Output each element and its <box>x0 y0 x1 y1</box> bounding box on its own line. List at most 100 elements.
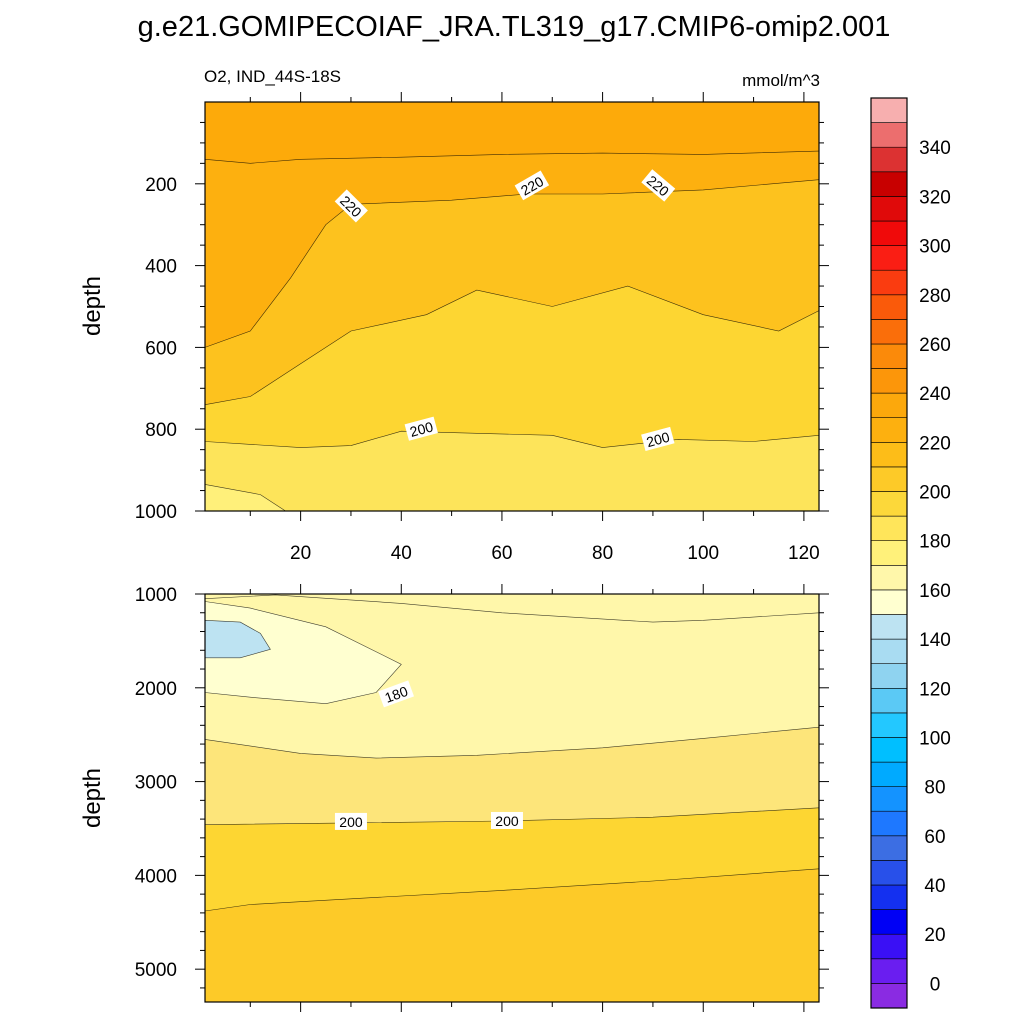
y-tick-label: 400 <box>145 257 177 278</box>
contour-label-text: 200 <box>645 429 672 451</box>
x-tick-label: 20 <box>290 543 311 564</box>
colorbar-tick-label: 320 <box>919 187 951 208</box>
colorbar-box <box>870 860 908 886</box>
colorbar-box <box>870 835 908 861</box>
colorbar-box <box>870 196 908 222</box>
contour-line-190 <box>204 484 286 512</box>
colorbar-box <box>870 712 908 738</box>
contour-label: 200 <box>334 812 367 830</box>
chart-title: g.e21.GOMIPECOIAF_JRA.TL319_g17.CMIP6-om… <box>138 11 891 43</box>
colorbar-tick-label: 140 <box>919 630 951 651</box>
colorbar-box <box>870 294 908 320</box>
contour-line-210 <box>204 285 820 405</box>
band-top-190 <box>205 594 819 623</box>
colorbar: 0 20 40 60 80 100 120 140 160 180 200 220 240 260 280 3… <box>870 97 951 1009</box>
colorbar-box <box>870 540 908 566</box>
x-tick-label: 60 <box>491 543 512 564</box>
colorbar-tick-label: 40 <box>924 876 945 897</box>
colorbar-box <box>870 515 908 541</box>
band-190-180 <box>205 594 819 759</box>
colorbar-tick-label: 300 <box>919 237 951 258</box>
y-tick-label: 800 <box>145 420 177 441</box>
colorbar-tick-label: 340 <box>919 138 951 159</box>
colorbar-box <box>870 392 908 419</box>
subtitle-right: mmol/m^3 <box>742 71 820 90</box>
band-below-170 <box>205 620 271 658</box>
colorbar-box <box>870 983 908 1009</box>
y-tick-label: 600 <box>145 338 177 359</box>
colorbar-box <box>870 564 908 591</box>
colorbar-box <box>870 786 908 812</box>
y-tick-label: 4000 <box>135 866 177 887</box>
colorbar-box <box>870 319 908 345</box>
contour-label: 180 <box>378 680 415 708</box>
colorbar-box <box>870 466 908 492</box>
colorbar-box <box>870 220 908 246</box>
colorbar-box <box>870 638 908 664</box>
colorbar-box <box>870 368 908 394</box>
contour-label-text: 200 <box>339 814 363 830</box>
band-180-170 <box>205 601 402 704</box>
colorbar-box <box>870 441 908 468</box>
subtitle-left: O2, IND_44S-18S <box>204 67 341 86</box>
contour-label: 200 <box>490 811 523 829</box>
lower-panel: 180 200 200 1000 2000 3000 4000 5000 depth <box>79 584 829 1012</box>
colorbar-box <box>870 417 908 443</box>
colorbar-tick-label: 260 <box>919 335 951 356</box>
colorbar-box <box>870 614 908 640</box>
y-tick-label: 3000 <box>135 773 177 794</box>
colorbar-frame <box>870 97 908 1009</box>
colorbar-tick-label: 220 <box>919 433 951 454</box>
x-tick-label: 80 <box>592 543 613 564</box>
y-tick-label: 1000 <box>135 585 177 606</box>
colorbar-box <box>870 146 908 173</box>
colorbar-tick-label: 80 <box>924 778 945 799</box>
colorbar-box <box>870 97 908 123</box>
colorbar-box <box>870 589 908 615</box>
lower-panel-frame <box>204 593 820 1003</box>
contour-line-190 <box>204 726 820 759</box>
contour-label-text: 200 <box>408 418 435 440</box>
band-above-230 <box>205 102 819 164</box>
colorbar-box <box>870 245 908 271</box>
colorbar-tick-label: 180 <box>919 532 951 553</box>
colorbar-box <box>870 909 908 935</box>
colorbar-box <box>870 737 908 763</box>
band-230-220 <box>205 102 819 348</box>
colorbar-tick-label: 240 <box>919 384 951 405</box>
contour-label-text: 180 <box>383 683 411 706</box>
x-tick-label: 120 <box>788 543 820 564</box>
x-tick-label: 100 <box>687 543 719 564</box>
colorbar-tick-label: 100 <box>919 729 951 750</box>
contour-line-190 <box>204 594 820 623</box>
colorbar-box <box>870 491 908 517</box>
colorbar-box <box>870 122 908 148</box>
lower-y-axis-label: depth <box>79 768 106 828</box>
colorbar-tick-label: 160 <box>919 581 951 602</box>
x-tick-label: 40 <box>391 543 412 564</box>
colorbar-tick-label: 60 <box>924 827 945 848</box>
contour-line-180 <box>204 601 402 705</box>
band-below-190 <box>205 484 286 511</box>
upper-y-axis-label: depth <box>79 276 106 336</box>
colorbar-box <box>870 810 908 837</box>
colorbar-box <box>870 761 908 787</box>
colorbar-tick-label: 120 <box>919 679 951 700</box>
colorbar-box <box>870 958 908 984</box>
y-tick-label: 2000 <box>135 679 177 700</box>
contour-line-210 <box>204 868 820 912</box>
colorbar-box <box>870 933 908 960</box>
colorbar-box <box>870 343 908 369</box>
colorbar-tick-label: 280 <box>919 286 951 307</box>
contour-label: 200 <box>404 416 438 441</box>
contour-label-text: 200 <box>495 813 519 829</box>
contour-line-230 <box>204 150 820 164</box>
y-tick-label: 1000 <box>135 502 177 523</box>
y-tick-label: 5000 <box>135 960 177 981</box>
colorbar-box <box>870 884 908 910</box>
colorbar-box <box>870 269 908 296</box>
colorbar-box <box>870 171 908 197</box>
contour-label: 200 <box>641 426 675 452</box>
